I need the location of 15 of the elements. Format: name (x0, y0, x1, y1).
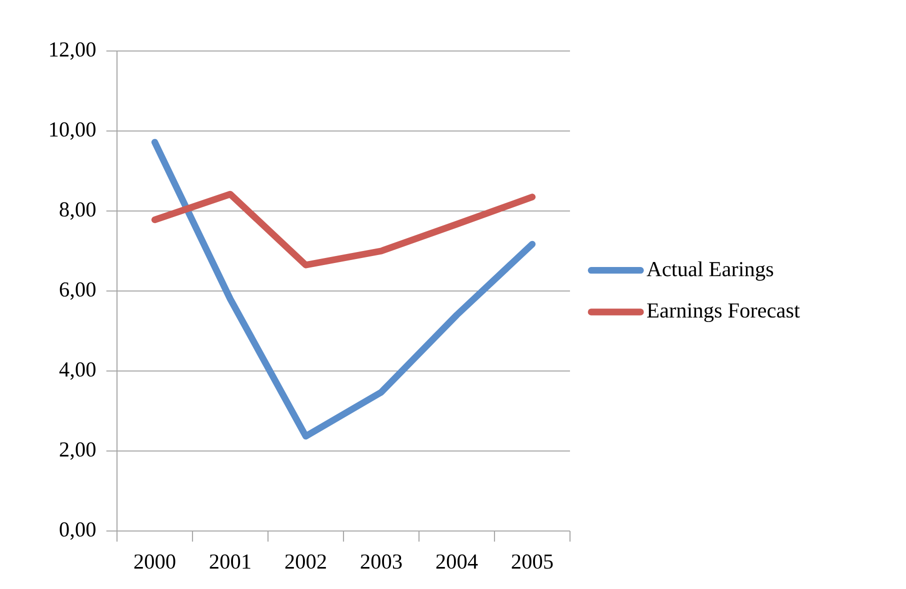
legend-label: Earnings Forecast (647, 303, 800, 322)
x-tick-label: 2002 (285, 554, 326, 569)
y-tick-label: 0,00 (60, 522, 96, 540)
y-tick-label: 6,00 (60, 282, 96, 300)
y-tick-label: 2,00 (60, 442, 96, 460)
y-tick-label: 8,00 (60, 202, 96, 220)
x-tick-label: 2005 (512, 554, 553, 569)
x-tick-label: 2004 (436, 554, 478, 569)
x-tick-label: 2000 (134, 554, 176, 569)
x-tick-label: 2001 (210, 554, 250, 569)
x-tick-label: 2003 (360, 554, 402, 569)
y-tick-label: 4,00 (59, 362, 96, 380)
y-tick-label: 10,00 (50, 122, 96, 140)
y-tick-label: 12,00 (50, 42, 96, 60)
legend-label: Actual Earings (646, 261, 774, 281)
